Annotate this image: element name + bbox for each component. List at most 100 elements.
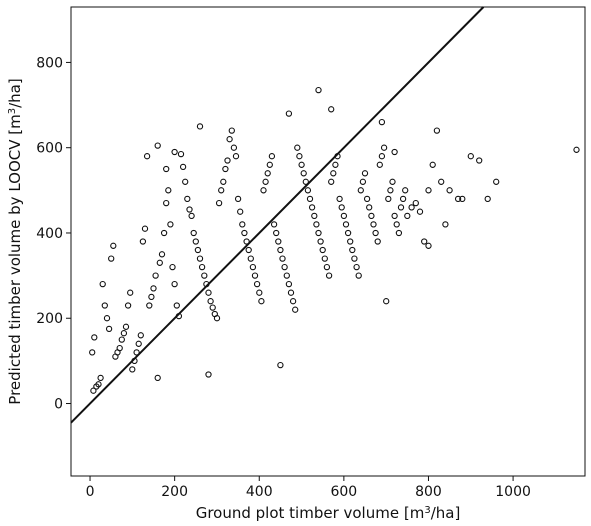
data-point: [311, 212, 318, 220]
data-point: [397, 204, 405, 211]
data-point: [328, 106, 335, 113]
data-point: [171, 148, 178, 156]
data-point: [148, 293, 155, 301]
data-point: [338, 204, 345, 211]
data-point: [378, 118, 386, 126]
data-point: [158, 251, 166, 258]
data-point: [275, 238, 282, 245]
data-point: [182, 178, 189, 185]
data-point: [330, 170, 337, 177]
data-points: [89, 86, 580, 394]
data-point: [300, 170, 307, 177]
data-point: [184, 195, 191, 203]
data-point: [173, 302, 180, 309]
data-point: [355, 272, 362, 279]
data-point: [412, 199, 419, 207]
data-point: [391, 148, 398, 156]
data-point: [270, 221, 278, 228]
data-point: [232, 153, 240, 160]
data-point: [387, 187, 394, 194]
data-point: [425, 187, 432, 194]
data-point: [262, 178, 269, 185]
data-point: [122, 323, 130, 330]
data-point: [245, 246, 252, 254]
data-point: [459, 195, 466, 203]
data-point: [243, 238, 250, 245]
data-point: [228, 127, 235, 134]
data-point: [374, 238, 381, 245]
data-point: [135, 340, 142, 347]
data-point: [359, 178, 367, 185]
data-point: [438, 178, 445, 185]
data-point: [101, 302, 108, 309]
data-point: [273, 229, 280, 237]
data-point: [163, 165, 170, 173]
data-point: [399, 195, 407, 203]
data-point: [476, 157, 483, 164]
data-point: [368, 212, 375, 220]
data-point: [366, 204, 373, 211]
data-point: [258, 298, 265, 305]
data-point: [230, 144, 238, 151]
data-point: [317, 238, 324, 245]
data-point: [315, 229, 322, 237]
x-tick-label: 0: [86, 484, 95, 500]
data-point: [105, 325, 113, 333]
x-tick-label: 1000: [495, 484, 531, 500]
data-point: [133, 349, 140, 356]
data-point: [118, 336, 125, 343]
data-point: [171, 280, 178, 288]
data-point: [137, 332, 144, 339]
data-point: [190, 229, 197, 237]
data-point: [370, 221, 377, 228]
data-point: [99, 280, 106, 288]
data-point: [251, 272, 259, 279]
data-point: [283, 272, 290, 279]
data-point: [357, 187, 364, 194]
data-point: [277, 361, 284, 369]
data-point: [120, 330, 128, 337]
data-point: [429, 161, 436, 168]
data-point: [224, 157, 231, 164]
data-point: [336, 195, 343, 203]
data-point: [222, 165, 229, 173]
x-axis-label: Ground plot timber volume [m3/ha]: [196, 504, 461, 522]
data-point: [186, 206, 193, 213]
data-point: [146, 302, 153, 309]
data-point: [376, 161, 383, 168]
data-point: [347, 238, 354, 245]
data-point: [442, 221, 449, 228]
data-point: [124, 302, 132, 309]
data-point: [277, 246, 284, 254]
data-point: [196, 123, 204, 130]
data-point: [279, 255, 286, 262]
data-point: [156, 259, 163, 266]
data-point: [218, 187, 225, 194]
data-point: [205, 289, 212, 296]
data-point: [404, 212, 411, 220]
data-point: [116, 344, 123, 352]
data-point: [294, 144, 301, 151]
data-point: [165, 187, 172, 194]
data-point: [90, 387, 97, 394]
data-point: [298, 161, 305, 168]
data-point: [239, 221, 246, 228]
data-point: [454, 195, 462, 203]
data-point: [141, 225, 149, 232]
data-point: [296, 153, 303, 160]
data-point: [247, 255, 254, 262]
y-tick-label: 0: [54, 397, 63, 413]
data-point: [91, 334, 98, 341]
x-tick-label: 800: [415, 484, 442, 500]
data-point: [89, 349, 96, 356]
data-point: [207, 298, 214, 305]
data-point: [391, 212, 398, 220]
data-point: [194, 246, 202, 254]
data-point: [192, 238, 199, 245]
data-point: [169, 263, 176, 271]
data-point: [95, 381, 102, 388]
data-point: [289, 298, 297, 305]
data-point: [319, 246, 326, 254]
data-point: [281, 263, 288, 271]
